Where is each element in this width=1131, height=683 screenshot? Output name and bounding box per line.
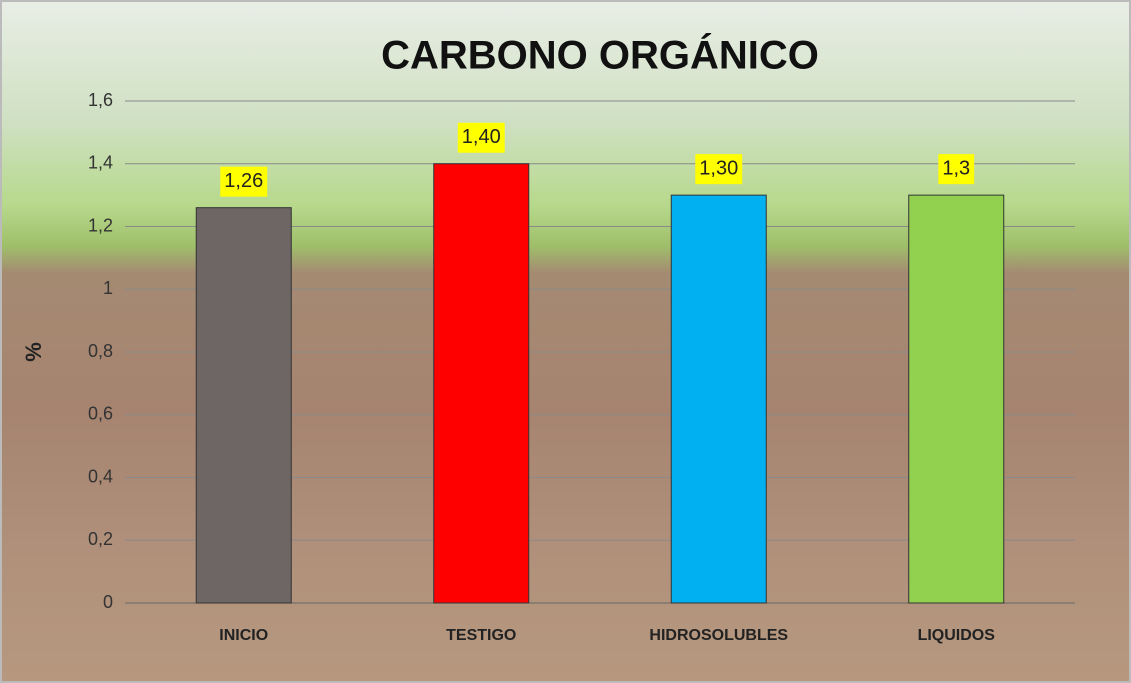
y-axis-label: %	[21, 342, 46, 362]
y-tick-label: 1,6	[88, 90, 113, 110]
y-tick-label: 0,8	[88, 341, 113, 361]
value-label: 1,30	[699, 157, 738, 179]
x-tick-label: LIQUIDOS	[918, 627, 996, 644]
value-label: 1,3	[942, 157, 970, 179]
y-tick-label: 1,2	[88, 215, 113, 235]
x-tick-label: INICIO	[219, 627, 268, 644]
y-tick-label: 1	[103, 278, 113, 298]
y-tick-label: 0,6	[88, 404, 113, 424]
bar	[908, 194, 1005, 604]
value-label: 1,40	[462, 126, 501, 148]
value-label: 1,26	[224, 170, 263, 192]
bar	[433, 163, 530, 604]
x-tick-label: HIDROSOLUBLES	[649, 627, 788, 644]
value-label-bg	[220, 166, 268, 197]
bar	[195, 207, 292, 604]
value-label-bg	[938, 154, 975, 185]
y-tick-label: 0,2	[88, 529, 113, 549]
y-tick-label: 0	[103, 592, 113, 612]
chart-title: CARBONO ORGÁNICO	[381, 33, 819, 78]
y-tick-label: 1,4	[88, 153, 113, 173]
x-tick-label: TESTIGO	[446, 627, 516, 644]
bar	[670, 194, 767, 604]
y-tick-label: 0,4	[88, 466, 113, 486]
value-label-bg	[695, 154, 743, 185]
value-label-bg	[457, 122, 505, 153]
